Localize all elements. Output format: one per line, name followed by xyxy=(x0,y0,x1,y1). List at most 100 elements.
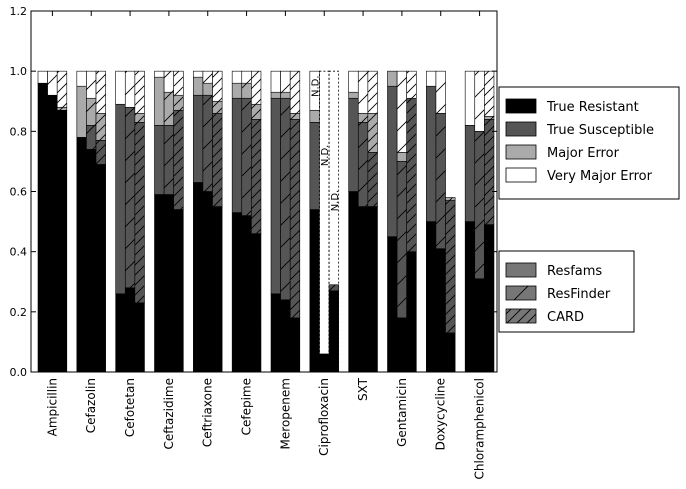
bar-hatch xyxy=(280,92,291,99)
bar-hatch xyxy=(329,284,339,291)
bar-hatch xyxy=(435,71,446,114)
bar-segment xyxy=(76,70,87,87)
bar-hatch xyxy=(397,317,407,372)
bar-segment xyxy=(387,236,398,373)
bar-hatch xyxy=(164,92,174,126)
bar-segment xyxy=(76,137,87,373)
legend-layer: True Resistant True Susceptible Major Erro… xyxy=(498,86,680,333)
y-tick-label: 0.2 xyxy=(10,306,28,319)
bar-hatch xyxy=(164,125,174,195)
x-category-label: Ciprofloxacin xyxy=(317,378,331,456)
y-tick-label: 0.8 xyxy=(10,125,28,138)
bar-hatch xyxy=(397,161,407,318)
bar-hatch xyxy=(164,71,174,93)
not-determined-outline xyxy=(319,70,330,373)
x-category-label: Chloramphenicol xyxy=(473,378,487,479)
x-category-label: Cefepime xyxy=(240,378,254,435)
bar-hatch xyxy=(125,71,135,108)
bar-hatch xyxy=(212,101,223,114)
y-tick-label: 0.0 xyxy=(10,366,28,379)
bar-hatch xyxy=(474,71,485,132)
x-category-label: Gentamicin xyxy=(395,378,409,447)
bar-hatch xyxy=(212,113,223,207)
bar-hatch xyxy=(445,332,456,372)
bar-hatch xyxy=(96,164,106,372)
bar-segment xyxy=(270,293,281,373)
bar-segment xyxy=(426,221,437,373)
bar-hatch xyxy=(134,122,145,303)
bar-segment xyxy=(115,70,126,105)
bar-hatch xyxy=(367,113,378,153)
bar-segment xyxy=(193,94,204,183)
bar-hatch xyxy=(212,206,223,372)
bar-hatch xyxy=(435,113,446,249)
bar-hatch xyxy=(358,113,368,123)
bar-segment xyxy=(115,293,126,373)
bar-hatch xyxy=(484,119,494,225)
bar-segment xyxy=(37,70,48,84)
bar-hatch xyxy=(280,299,291,372)
bar-segment xyxy=(464,221,476,373)
bar-hatch xyxy=(57,110,67,373)
bar-hatch xyxy=(290,119,300,318)
legend-swatch xyxy=(505,167,537,183)
bar-hatch xyxy=(202,71,213,84)
legend-label: True Resistant xyxy=(546,100,639,115)
bar-hatch xyxy=(445,197,456,201)
bar-hatch xyxy=(202,191,213,372)
bar-hatch xyxy=(134,113,145,123)
bar-segment xyxy=(426,85,437,222)
bar-hatch xyxy=(251,71,261,105)
legend-swatch xyxy=(505,98,537,114)
bar-hatch xyxy=(173,209,184,372)
bar-hatch xyxy=(290,113,300,120)
bar-hatch xyxy=(173,95,184,111)
bar-hatch xyxy=(164,194,174,372)
bar-segment xyxy=(348,70,359,93)
legend-label: CARD xyxy=(547,310,584,325)
legend-label: Resfams xyxy=(547,264,602,279)
bar-segment xyxy=(154,194,165,373)
x-category-label: Cefazolin xyxy=(84,378,98,433)
legend-label: True Susceptible xyxy=(546,123,654,138)
bar-segment xyxy=(348,97,359,192)
bar-hatch xyxy=(86,125,97,150)
bar-hatch xyxy=(397,152,407,162)
bar-segment xyxy=(231,70,243,84)
bar-hatch xyxy=(212,71,223,102)
bar-segment xyxy=(154,76,165,126)
y-tick-label: 0.6 xyxy=(10,186,28,199)
legend-label: Very Major Error xyxy=(547,169,653,184)
bar-hatch xyxy=(57,71,67,108)
bar-hatch xyxy=(134,302,145,372)
bar-segment xyxy=(231,97,243,213)
bar-hatch xyxy=(280,71,291,93)
bar-hatch xyxy=(406,251,417,372)
bar-hatch xyxy=(96,113,106,141)
legend-hatch xyxy=(506,286,536,300)
bar-hatch xyxy=(474,278,485,372)
bar-hatch xyxy=(484,71,494,117)
x-category-label: Ceftriaxone xyxy=(201,378,215,447)
x-category-label: Meropenem xyxy=(278,378,292,449)
bar-hatch xyxy=(125,107,135,288)
bar-segment xyxy=(270,91,281,99)
bar-hatch xyxy=(484,224,494,372)
bar-hatch xyxy=(329,290,339,372)
bar-segment xyxy=(348,91,359,99)
bar-hatch xyxy=(173,71,184,96)
legend-hatch xyxy=(506,309,536,323)
bar-hatch xyxy=(251,233,261,372)
bar-hatch xyxy=(202,95,213,192)
y-tick-label: 0.4 xyxy=(10,246,28,259)
bar-hatch xyxy=(406,71,417,99)
bar-hatch xyxy=(134,71,145,114)
bar-hatch xyxy=(241,71,252,84)
bar-segment xyxy=(309,109,320,123)
bar-hatch xyxy=(96,71,106,114)
x-category-label: Cefotetan xyxy=(123,378,137,437)
bar-segment xyxy=(76,85,87,138)
legend-swatch xyxy=(505,144,537,160)
y-tick-label: 1.0 xyxy=(10,65,28,78)
